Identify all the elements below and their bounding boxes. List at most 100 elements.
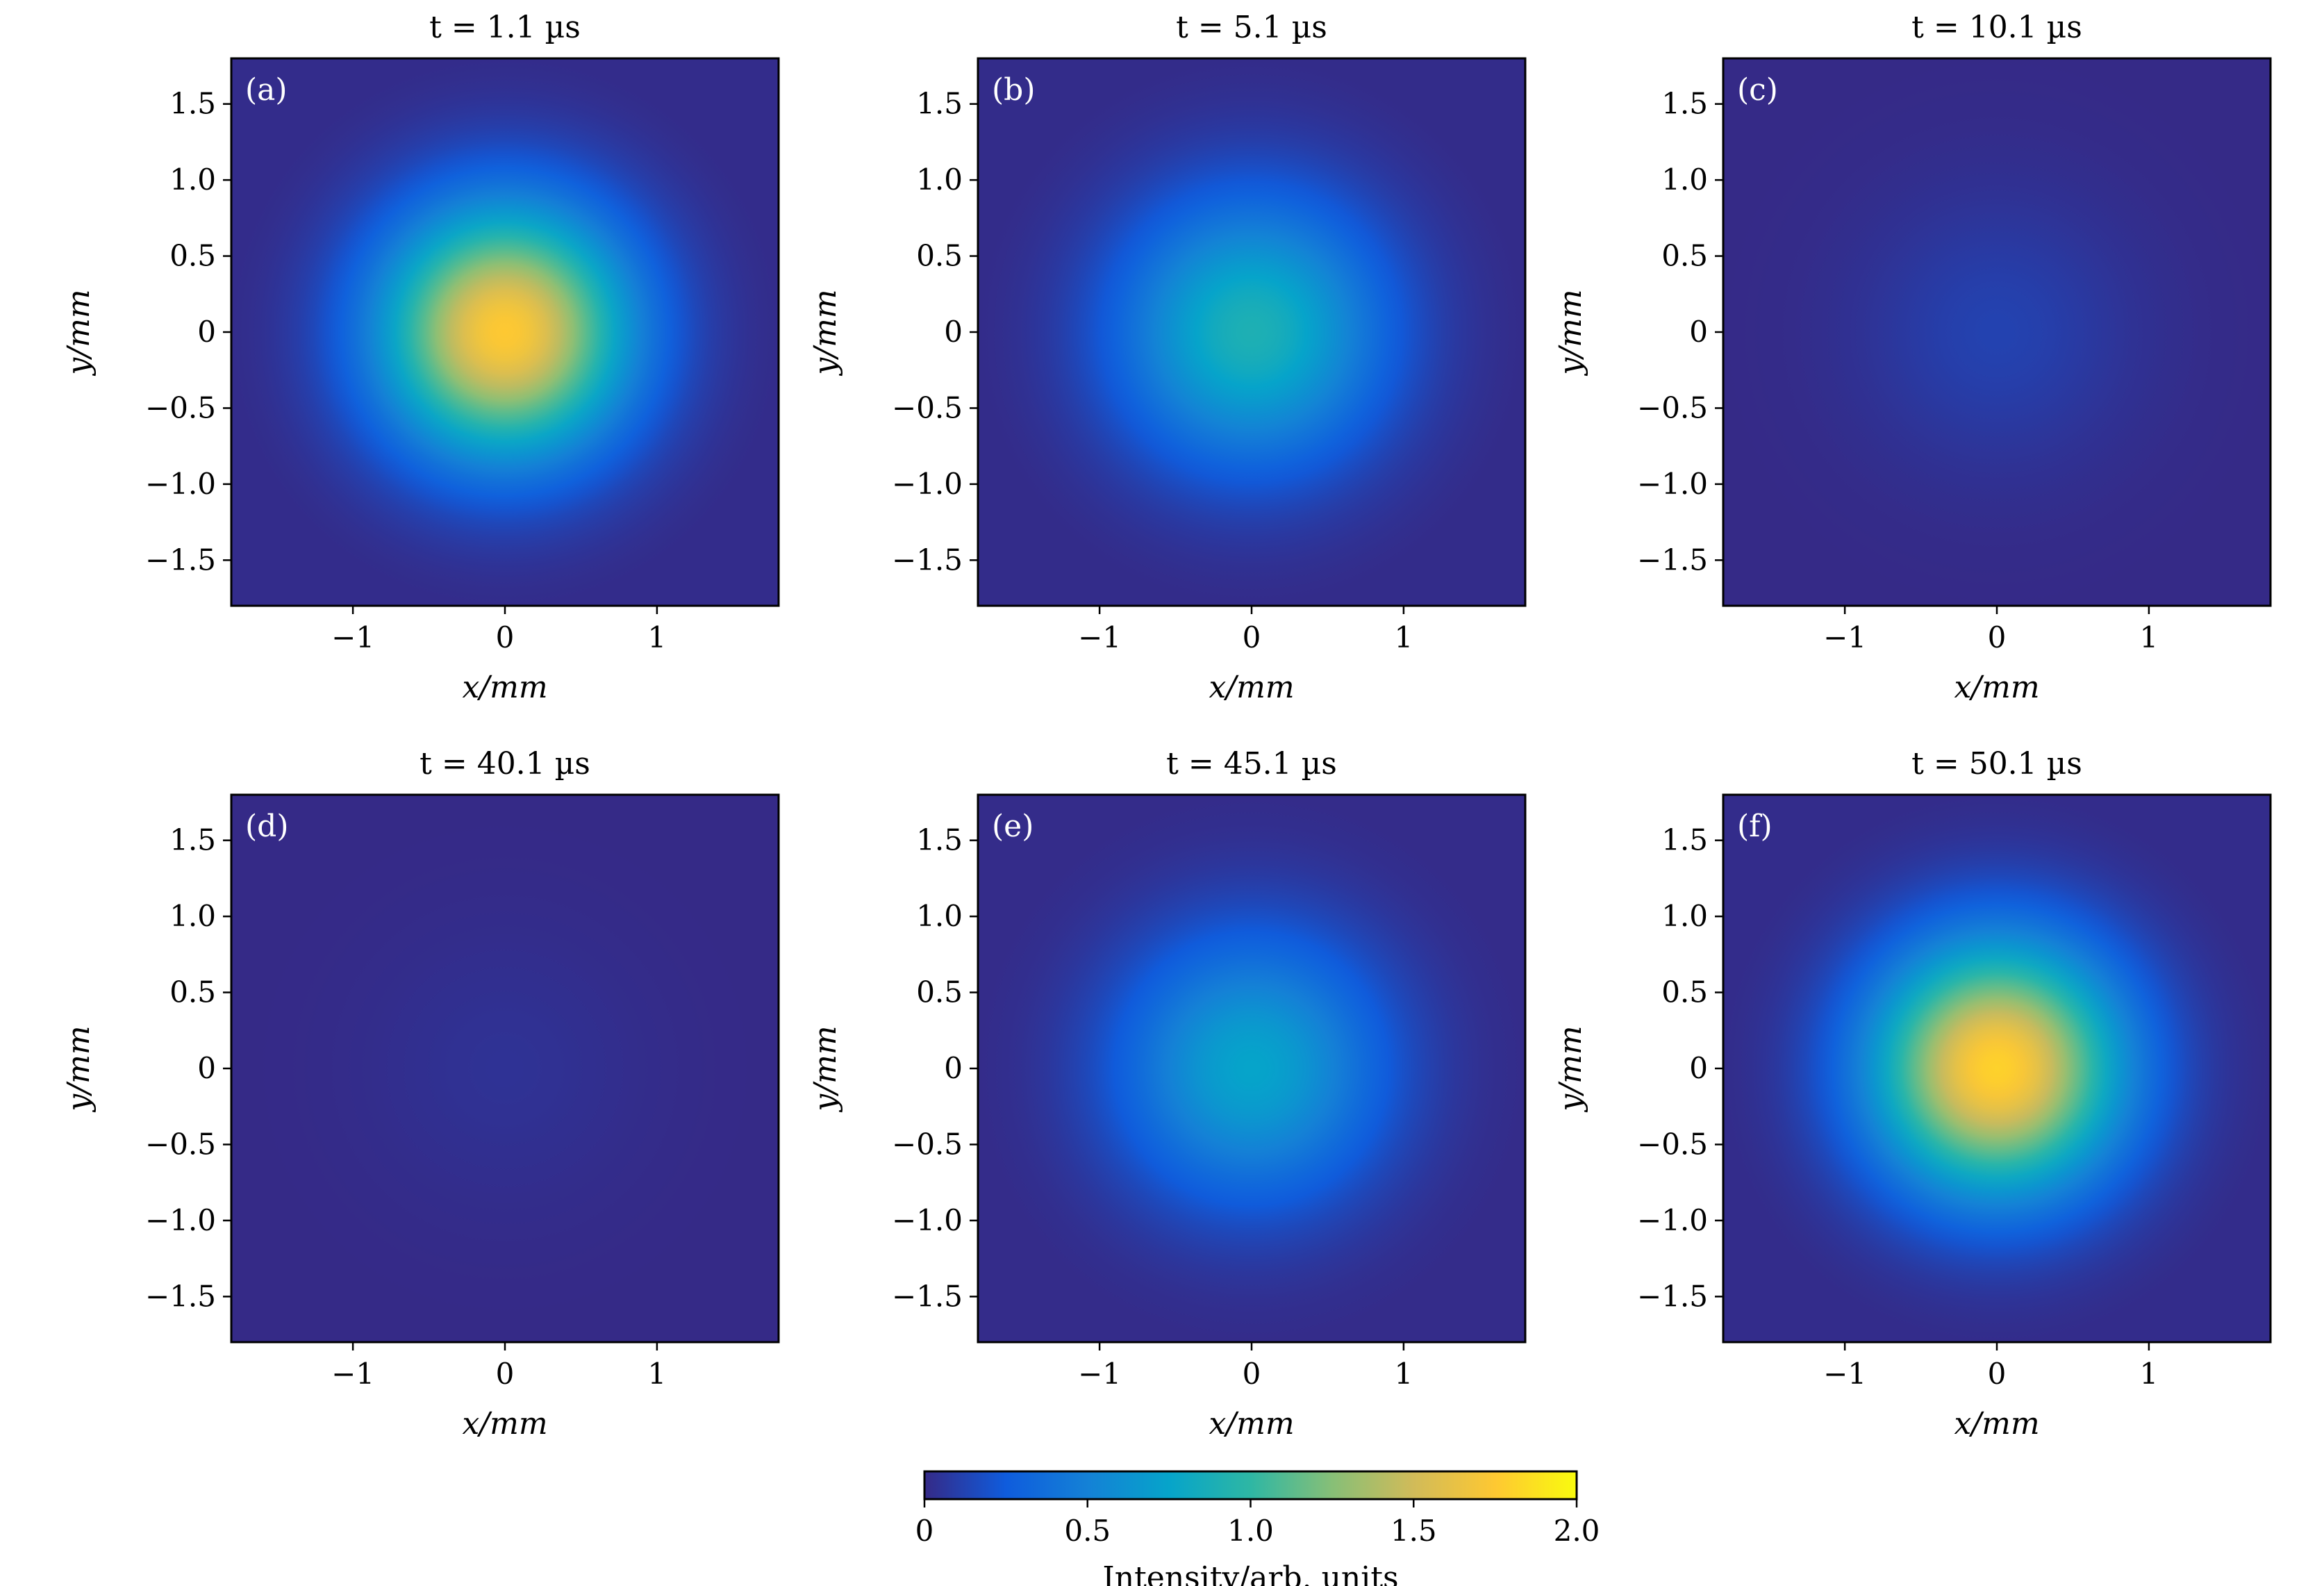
x-axis-label: x/mm: [1954, 1406, 2039, 1442]
heatmap-panel: t = 50.1 µs (f) −1 0 1 1.5 1.0 0.5 0 −0.5 −1.0 −1.5…: [1553, 746, 2272, 1442]
heatmap-panel: t = 45.1 µs (e) −1 0 1 1.5 1.0 0.5 0 −0.5 −1.0 −1.5…: [808, 746, 1527, 1442]
y-tick-label: −1.0: [1637, 467, 1708, 501]
panel-label: (b): [992, 72, 1036, 108]
intensity-distribution: [231, 795, 779, 1342]
colorbar-tick-label: 0.5: [1064, 1514, 1111, 1548]
x-tick-label: 0: [496, 1357, 515, 1391]
colorbar-tick-label: 0: [915, 1514, 934, 1548]
panel-title: t = 1.1 µs: [429, 10, 581, 45]
y-tick-label: −1.5: [1637, 543, 1708, 577]
y-tick-label: 0: [197, 1051, 216, 1085]
y-tick-label: −0.5: [145, 390, 216, 424]
intensity-distribution: [231, 58, 779, 606]
y-tick-label: −0.5: [145, 1127, 216, 1161]
y-axis-label: y/mm: [808, 1025, 843, 1112]
y-tick-label: 1.0: [169, 163, 216, 197]
intensity-distribution: [978, 58, 1525, 606]
intensity-distribution: [1723, 795, 2271, 1342]
y-tick-label: −1.0: [145, 467, 216, 501]
heatmap-panel: t = 10.1 µs (c) −1 0 1 1.5 1.0 0.5 0 −0.5 −1.0 −1.5…: [1553, 10, 2272, 705]
y-tick-label: 1.0: [1661, 899, 1708, 933]
x-axis-label: x/mm: [1209, 670, 1294, 705]
x-tick-label: 1: [648, 620, 667, 654]
y-tick-label: 0.5: [916, 975, 963, 1009]
y-tick-label: 0.5: [916, 239, 963, 273]
colorbar-gradient: [924, 1471, 1577, 1499]
x-tick-label: 1: [1395, 1357, 1413, 1391]
x-axis-label: x/mm: [1209, 1406, 1294, 1442]
y-tick-label: 0.5: [169, 239, 216, 273]
y-tick-label: 0: [1689, 315, 1708, 349]
x-tick-label: 0: [1988, 1357, 2007, 1391]
y-tick-label: 0.5: [1661, 239, 1708, 273]
colorbar: 0 0.5 1.0 1.5 2.0 Intensity/arb. units: [915, 1470, 1600, 1586]
y-tick-label: −1.0: [1637, 1203, 1708, 1237]
y-tick-label: −0.5: [892, 390, 963, 424]
x-axis-label: x/mm: [1954, 670, 2039, 705]
y-tick-label: 0: [197, 315, 216, 349]
y-axis-label: y/mm: [61, 1025, 97, 1112]
x-axis-label: x/mm: [462, 670, 547, 705]
heatmap-panel: t = 40.1 µs (d) −1 0 1 1.5 1.0 0.5 0 −0.5 −1.0 −1.5…: [61, 746, 780, 1442]
panel-label: (d): [245, 809, 289, 844]
panel-title: t = 45.1 µs: [1166, 746, 1337, 782]
y-tick-label: 1.5: [1661, 823, 1708, 857]
y-tick-label: 0.5: [1661, 975, 1708, 1009]
x-tick-label: 0: [1243, 620, 1261, 654]
y-axis-label: y/mm: [1553, 1025, 1588, 1112]
y-axis-label: y/mm: [61, 289, 97, 376]
panel-title: t = 40.1 µs: [420, 746, 590, 782]
panel-label: (a): [245, 72, 288, 108]
colorbar-tick-label: 1.0: [1227, 1514, 1274, 1548]
y-tick-label: −1.5: [892, 543, 963, 577]
x-tick-label: 1: [2140, 620, 2159, 654]
x-tick-label: 0: [1988, 620, 2007, 654]
y-tick-label: 0.5: [169, 975, 216, 1009]
y-tick-label: −1.0: [892, 1203, 963, 1237]
x-tick-label: −1: [331, 620, 374, 654]
y-tick-label: 1.0: [916, 899, 963, 933]
y-tick-label: 1.5: [1661, 87, 1708, 121]
heatmap-panel: t = 5.1 µs (b) −1 0 1 1.5 1.0 0.5 0 −0.5 −1.0 −1.5 x…: [808, 10, 1527, 705]
y-tick-label: 0: [1689, 1051, 1708, 1085]
panel-label: (f): [1737, 809, 1773, 844]
y-tick-label: 0: [944, 1051, 963, 1085]
panel-title: t = 5.1 µs: [1176, 10, 1327, 45]
y-tick-label: −0.5: [892, 1127, 963, 1161]
y-axis-label: y/mm: [808, 289, 843, 376]
x-tick-label: −1: [331, 1357, 374, 1391]
y-tick-label: −0.5: [1637, 390, 1708, 424]
y-tick-label: 1.0: [916, 163, 963, 197]
x-axis-label: x/mm: [462, 1406, 547, 1442]
colorbar-tick-label: 2.0: [1554, 1514, 1600, 1548]
panels: t = 1.1 µs (a) −1 0 1 1.5 1.0 0.5 0 −0.5 −1.0 −1.5 x…: [61, 10, 2272, 1442]
panel-title: t = 10.1 µs: [1911, 10, 2082, 45]
y-axis-label: y/mm: [1553, 289, 1588, 376]
y-tick-label: −1.0: [145, 1203, 216, 1237]
x-tick-label: 1: [2140, 1357, 2159, 1391]
y-tick-label: 1.0: [169, 899, 216, 933]
x-tick-label: −1: [1078, 1357, 1121, 1391]
heatmap-panel: t = 1.1 µs (a) −1 0 1 1.5 1.0 0.5 0 −0.5 −1.0 −1.5 x…: [61, 10, 780, 705]
x-tick-label: 0: [496, 620, 515, 654]
x-tick-label: 1: [648, 1357, 667, 1391]
x-tick-label: −1: [1078, 620, 1121, 654]
y-tick-label: 1.5: [916, 823, 963, 857]
x-tick-label: 0: [1243, 1357, 1261, 1391]
y-tick-label: 1.5: [169, 87, 216, 121]
y-tick-label: −0.5: [1637, 1127, 1708, 1161]
y-tick-label: 1.0: [1661, 163, 1708, 197]
panel-label: (e): [992, 809, 1034, 844]
colorbar-tick-label: 1.5: [1391, 1514, 1437, 1548]
panel-title: t = 50.1 µs: [1911, 746, 2082, 782]
y-tick-label: −1.5: [1637, 1279, 1708, 1313]
x-tick-label: −1: [1823, 1357, 1866, 1391]
y-tick-label: −1.5: [145, 1279, 216, 1313]
y-tick-label: −1.5: [145, 543, 216, 577]
panel-label: (c): [1737, 72, 1778, 108]
x-tick-label: 1: [1395, 620, 1413, 654]
colorbar-label: Intensity/arb. units: [1102, 1560, 1398, 1586]
y-tick-label: −1.5: [892, 1279, 963, 1313]
y-tick-label: 0: [944, 315, 963, 349]
